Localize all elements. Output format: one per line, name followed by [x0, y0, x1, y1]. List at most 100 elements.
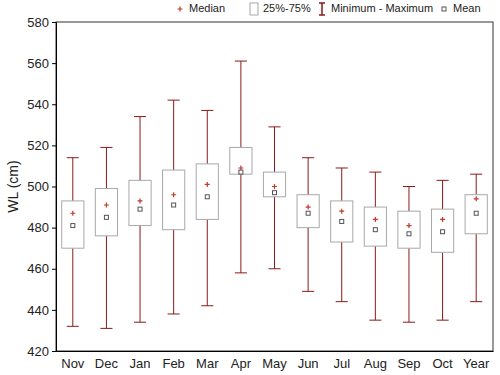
whisker-cap-max [201, 110, 213, 111]
whisker-lower [375, 246, 376, 320]
x-tick: Jun [298, 356, 319, 371]
x-tick-label: Dec [95, 356, 119, 371]
median-marker [440, 217, 445, 222]
whisker-upper [240, 61, 241, 147]
whisker-cap-min [134, 322, 146, 323]
x-tick-label: Jun [298, 356, 319, 371]
y-axis-title: WL (cm) [5, 160, 21, 212]
median-marker [406, 223, 411, 228]
whisker-upper [207, 110, 208, 163]
mean-marker [71, 224, 75, 228]
whisker-cap-max [336, 167, 348, 168]
mean-marker [474, 211, 478, 215]
box [465, 195, 487, 234]
y-tick: 560 [27, 56, 56, 71]
y-tick-label: 480 [27, 220, 49, 235]
plot-frame [56, 22, 493, 351]
mean-marker [340, 219, 344, 223]
x-tick-label: Year [463, 356, 490, 371]
box [230, 147, 252, 174]
box-group [331, 168, 353, 302]
whisker-lower [274, 197, 275, 269]
legend-item: Minimum - Maximum [319, 2, 433, 15]
y-tick-label: 580 [27, 15, 49, 30]
y-tick: 460 [27, 261, 56, 276]
x-tick-label: Jan [130, 356, 151, 371]
whisker-lower [476, 234, 477, 302]
mean-marker [273, 191, 277, 195]
whisker-cap-min [437, 320, 449, 321]
y-tick-label: 500 [27, 179, 49, 194]
legend-label: Mean [453, 2, 481, 14]
box-group [129, 117, 151, 323]
whisker-cap-max [168, 100, 180, 101]
legend-item: 25%-75% [250, 2, 311, 15]
x-tick: Oct [432, 356, 453, 371]
box [398, 211, 420, 248]
whisker-cap-max [369, 172, 381, 173]
box [95, 189, 117, 236]
y-axis-line [52, 23, 57, 352]
whisker-lower [173, 230, 174, 314]
mean-marker [138, 207, 142, 211]
whisker-cap-min [369, 320, 381, 321]
median-marker [339, 209, 344, 214]
y-tick-label: 540 [27, 97, 49, 112]
box [196, 164, 218, 220]
legend-label: Median [189, 2, 225, 14]
whisker-lower [106, 236, 107, 329]
median-marker [373, 217, 378, 222]
whisker-upper [274, 127, 275, 172]
whisker-cap-min [235, 272, 247, 273]
y-tick-label: 460 [27, 261, 49, 276]
whisker-cap-min [67, 326, 79, 327]
legend-symbol [319, 3, 325, 15]
whisker-cap-max [403, 186, 415, 187]
legend-item: Mean [442, 2, 481, 14]
whisker-lower [308, 228, 309, 292]
mean-marker [104, 215, 108, 219]
y-tick-mark [52, 22, 56, 23]
y-tick-label: 420 [27, 344, 49, 359]
x-tick-label: Sep [397, 356, 420, 371]
whisker-cap-max [302, 157, 314, 158]
box [163, 170, 185, 230]
whisker-lower [72, 248, 73, 326]
x-tick: Feb [162, 356, 184, 371]
median-marker [474, 196, 479, 201]
whisker-cap-min [168, 313, 180, 314]
box-group [196, 110, 218, 305]
x-tick-label: Apr [231, 356, 252, 371]
x-tick-label: Aug [364, 356, 387, 371]
whisker-cap-max [67, 157, 79, 158]
y-axis: 420440460480500520540560580 [27, 15, 56, 359]
y-tick: 540 [27, 97, 56, 112]
box [297, 195, 319, 228]
y-tick-mark [52, 104, 56, 105]
y-tick-label: 520 [27, 138, 49, 153]
y-tick-label: 560 [27, 56, 49, 71]
x-tick-label: Oct [432, 356, 453, 371]
x-axis-line [57, 351, 494, 352]
x-tick: May [262, 356, 287, 371]
box [62, 201, 84, 248]
x-tick: Dec [95, 356, 119, 371]
legend: Median 25%-75% Minimum - Maximum Mean [178, 2, 481, 15]
mean-marker [373, 228, 377, 232]
x-tick: Apr [231, 356, 252, 371]
whisker-upper [140, 117, 141, 181]
whisker-cap-max [437, 180, 449, 181]
plot-area [62, 61, 488, 328]
whisker-lower [240, 174, 241, 273]
x-tick: Nov [61, 356, 85, 371]
x-tick: Mar [196, 356, 219, 371]
y-tick: 500 [27, 179, 56, 194]
legend-label: Minimum - Maximum [331, 2, 433, 14]
x-tick: Jan [130, 356, 151, 371]
y-tick: 480 [27, 220, 56, 235]
box-group [465, 174, 487, 301]
whisker-cap-max [268, 126, 280, 127]
y-tick-mark [52, 310, 56, 311]
box-group [230, 61, 252, 273]
x-axis: NovDecJanFebMarAprMayJunJulAugSepOctYear [57, 352, 494, 372]
